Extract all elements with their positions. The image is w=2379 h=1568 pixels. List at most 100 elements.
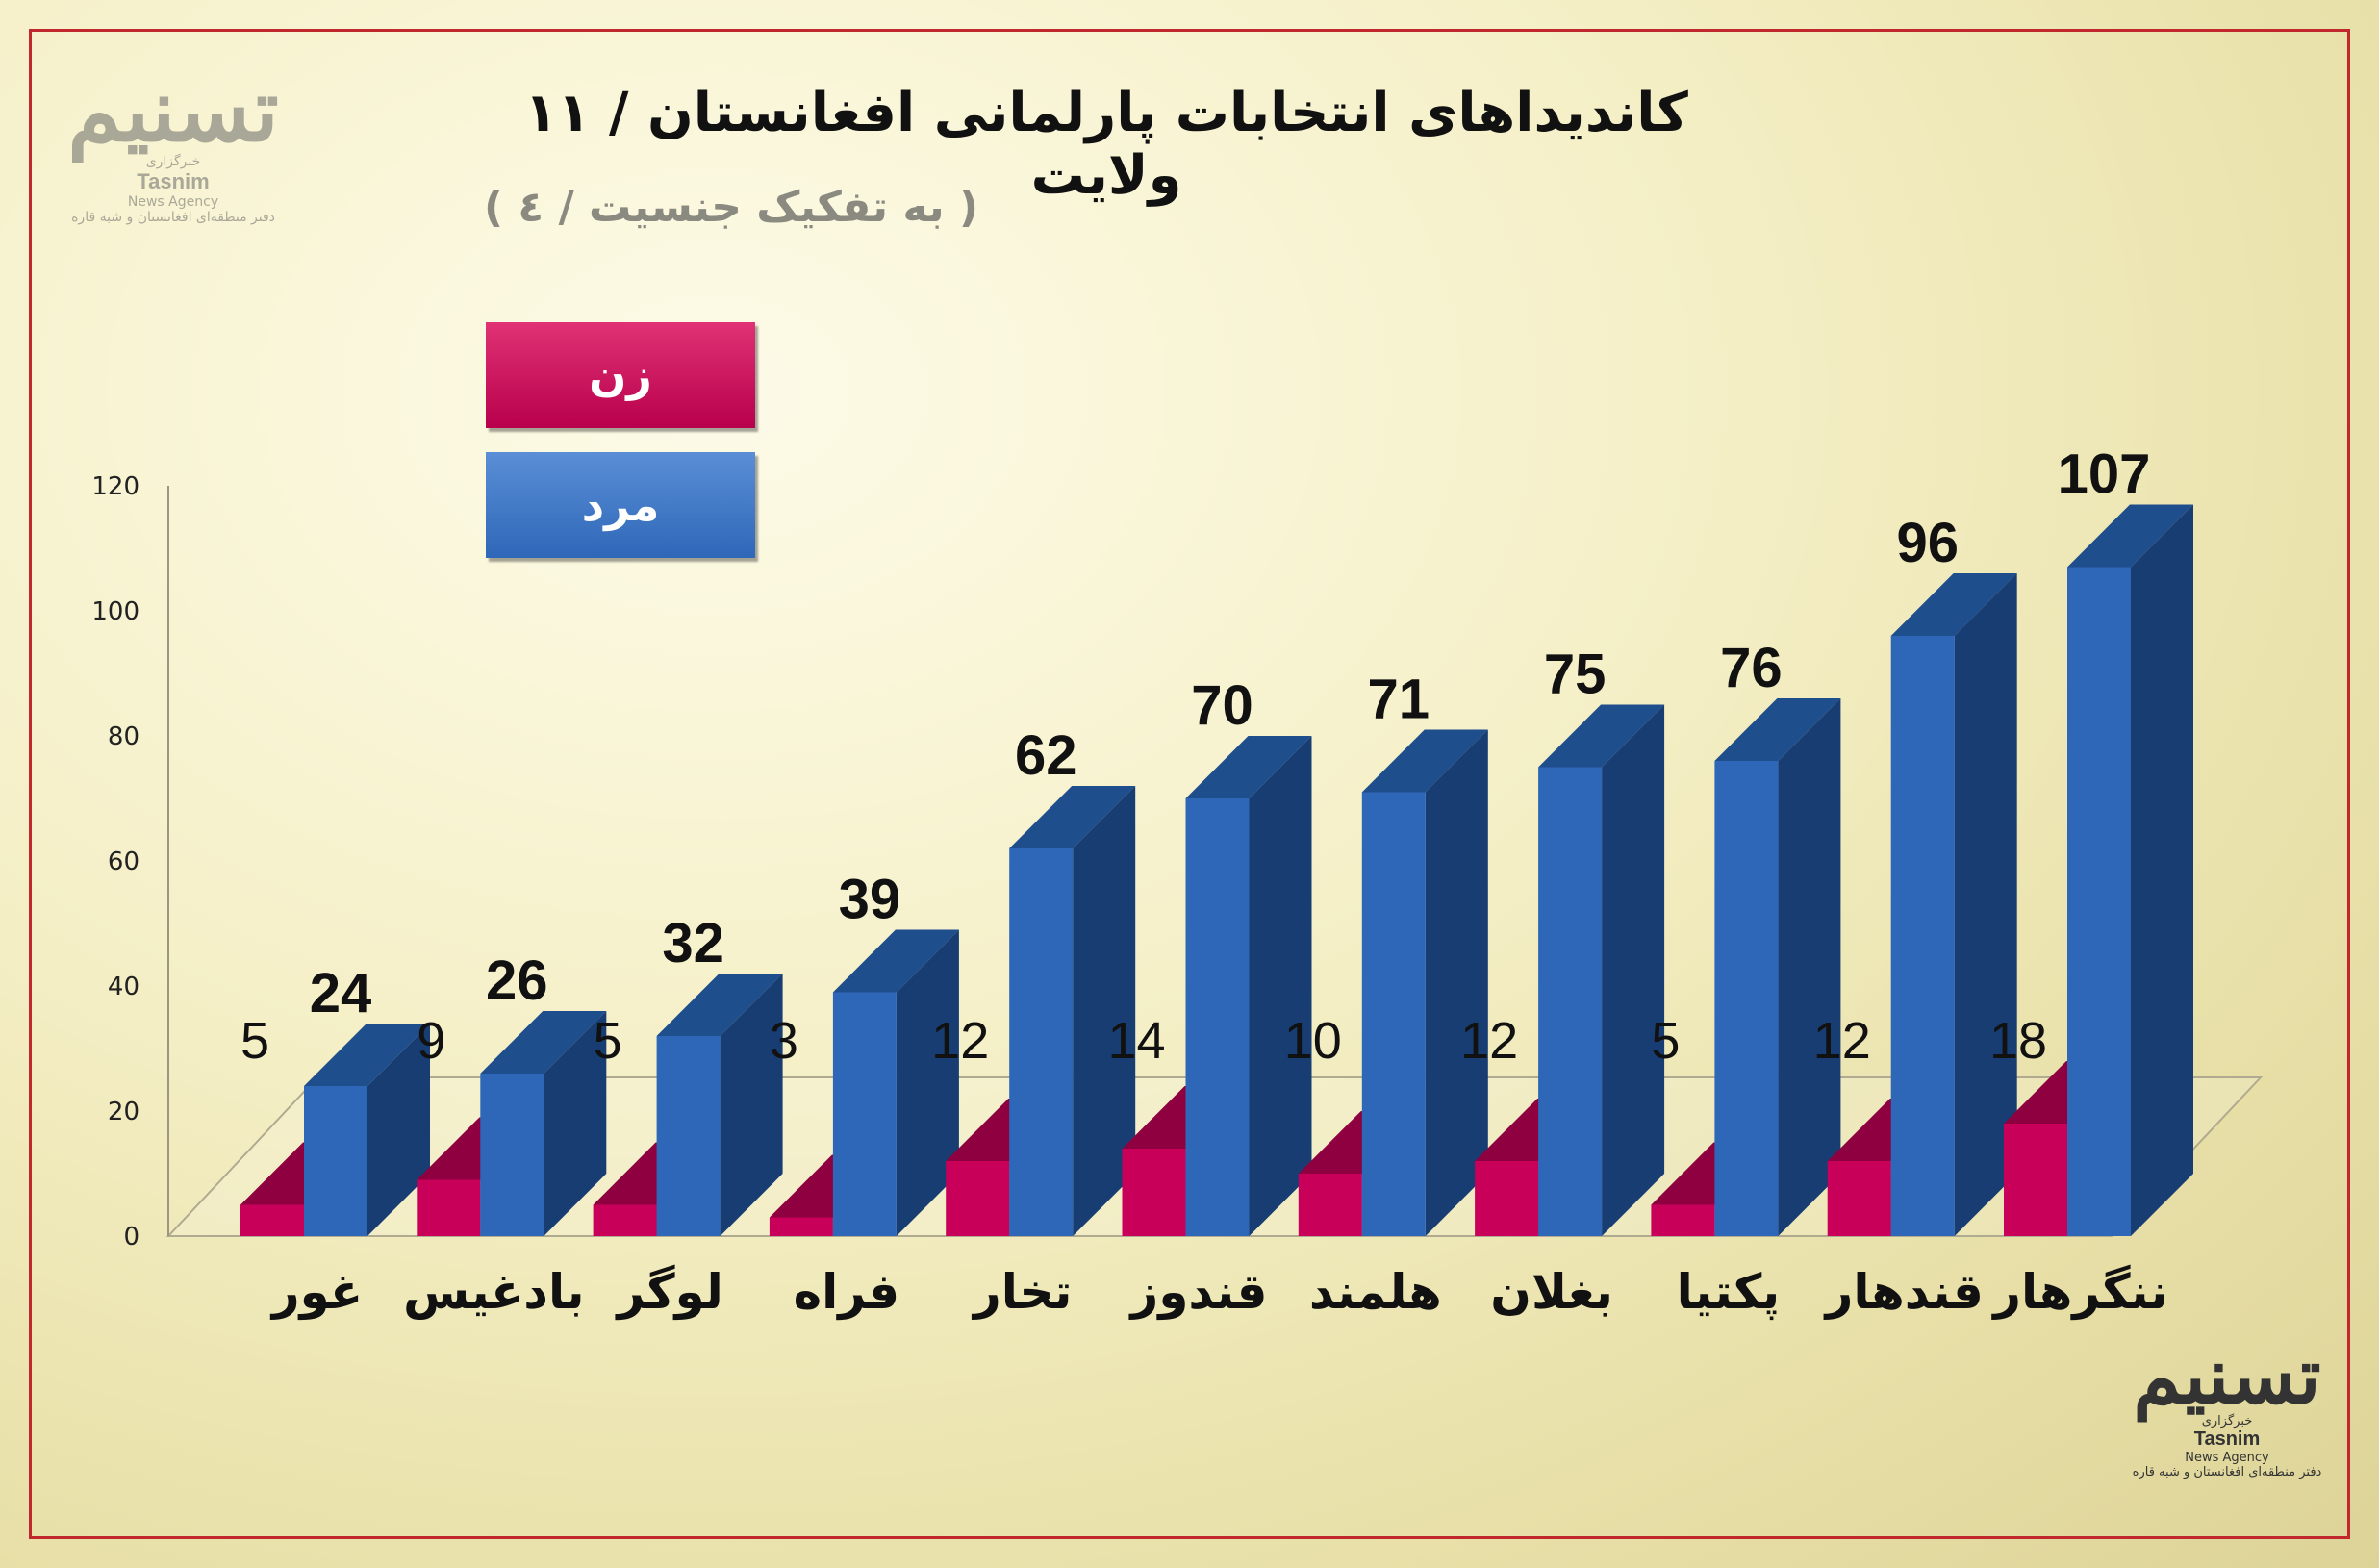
bar-male-side <box>1073 786 1136 1236</box>
tasnim-logo-bottom: تسنیم خبرگزاری Tasnim News Agency دفتر م… <box>2131 1337 2323 1479</box>
legend-male: مرد <box>486 452 755 558</box>
tasnim-logo-mark: تسنیم <box>2133 1330 2321 1421</box>
data-label-female: 3 <box>770 1012 798 1070</box>
bar-female <box>1475 1161 1539 1236</box>
tasnim-logo-en: Tasnim <box>137 169 210 193</box>
bar-male-top <box>1361 729 1488 793</box>
bar-male-top <box>2067 504 2193 568</box>
data-label-female: 5 <box>594 1012 622 1070</box>
data-label-male: 96 <box>1896 512 1959 574</box>
bar-female <box>417 1179 481 1236</box>
bar-female <box>1122 1149 1186 1236</box>
y-tick-label: 120 <box>91 472 139 501</box>
x-tick-label: غور <box>269 1264 363 1321</box>
data-label-male: 71 <box>1368 669 1430 731</box>
bar-male-top <box>1714 698 1841 761</box>
data-label-female: 5 <box>240 1012 269 1070</box>
bar-male <box>1890 636 1955 1236</box>
data-label-female: 5 <box>1651 1012 1680 1070</box>
tasnim-logo-tag: دفتر منطقه‌ای افغانستان و شبه قاره <box>71 210 275 225</box>
x-tick-label: لوگر <box>614 1264 722 1321</box>
bar-male-side <box>2131 504 2193 1236</box>
tasnim-logo-top: تسنیم خبرگزاری Tasnim News Agency دفتر م… <box>67 67 279 225</box>
x-tick-label: فراه <box>794 1264 900 1321</box>
bar-male-side <box>1778 698 1841 1236</box>
bar-male <box>304 1086 367 1236</box>
data-label-male: 107 <box>2058 443 2151 506</box>
data-label-female: 18 <box>1989 1012 2047 1070</box>
bar-female <box>769 1217 833 1236</box>
tasnim-logo-tag: دفتر منطقه‌ای افغانستان و شبه قاره <box>2132 1465 2322 1479</box>
bar-female <box>593 1204 657 1236</box>
x-tick-label: تخار <box>971 1264 1072 1320</box>
bar-male-top <box>656 974 783 1036</box>
legend-female: زن <box>486 322 755 428</box>
bar-male-side <box>896 929 959 1236</box>
bar-male-top <box>1185 736 1312 798</box>
x-tick-label: هلمند <box>1309 1264 1442 1320</box>
bar-female <box>240 1204 304 1236</box>
bar-male <box>2067 567 2131 1236</box>
bar-male-side <box>1249 736 1312 1236</box>
tasnim-logo-fa: خبرگزاری <box>2201 1414 2253 1429</box>
bar-male-side <box>544 1011 607 1236</box>
data-label-male: 76 <box>1720 637 1783 699</box>
bar-female <box>946 1161 1010 1236</box>
bar-male-top <box>1538 704 1665 768</box>
x-tick-label: پکتیا <box>1677 1264 1780 1320</box>
tasnim-logo-en2: News Agency <box>2185 1451 2269 1465</box>
data-label-male: 62 <box>1015 724 1077 787</box>
bar-male <box>1009 848 1074 1236</box>
bar-female <box>1651 1204 1715 1236</box>
bar-male <box>1361 792 1426 1236</box>
x-tick-label: قندوز <box>1128 1264 1268 1321</box>
data-label-male: 24 <box>310 962 372 1024</box>
tasnim-logo-en: Tasnim <box>2193 1429 2261 1450</box>
bar-male <box>656 1036 721 1236</box>
y-tick-label: 100 <box>91 597 139 626</box>
data-label-male: 32 <box>662 912 724 974</box>
bar-male-top <box>480 1011 607 1074</box>
data-label-female: 9 <box>417 1012 445 1070</box>
data-label-female: 10 <box>1284 1012 1342 1070</box>
bar-male <box>1185 798 1250 1236</box>
bar-female <box>1827 1161 1891 1236</box>
bar-male-top <box>1009 786 1136 848</box>
bar-male <box>1538 767 1603 1236</box>
bar-male <box>832 992 897 1236</box>
chart-subtitle: ( به تفکیک جنسیت / ٤ ) <box>483 183 979 232</box>
y-tick-label: 80 <box>108 722 139 751</box>
bar-male-side <box>1425 729 1488 1236</box>
tasnim-logo-fa: خبرگزاری <box>145 154 201 169</box>
bar-male <box>1714 761 1779 1236</box>
data-label-female: 12 <box>1460 1012 1518 1070</box>
bar-male-top <box>832 929 959 993</box>
bar-male-top <box>1890 573 2017 636</box>
x-tick-label: بادغیس <box>403 1264 584 1320</box>
data-label-male: 39 <box>839 869 901 931</box>
bar-male-side <box>367 1024 430 1236</box>
y-tick-label: 0 <box>123 1223 139 1252</box>
tasnim-logo-mark: تسنیم <box>67 60 279 162</box>
x-tick-label: ننگرهار <box>1990 1264 2168 1321</box>
bar-male-side <box>1602 704 1665 1236</box>
bar-male-side <box>720 974 783 1236</box>
bar-female <box>1298 1174 1362 1236</box>
tasnim-logo-en2: News Agency <box>127 194 219 210</box>
data-label-male: 70 <box>1191 674 1253 737</box>
bar-female <box>2004 1124 2067 1236</box>
data-label-female: 12 <box>931 1012 989 1070</box>
data-label-male: 26 <box>486 949 548 1012</box>
y-tick-label: 20 <box>108 1098 139 1126</box>
data-label-female: 12 <box>1813 1012 1871 1070</box>
bar-male-top <box>304 1024 430 1086</box>
x-tick-label: بغلان <box>1490 1264 1613 1320</box>
y-tick-label: 40 <box>108 973 139 1001</box>
chart-title: کاندیداهای انتخابات پارلمانی افغانستان /… <box>524 82 1688 207</box>
data-label-female: 14 <box>1107 1012 1165 1070</box>
y-tick-label: 60 <box>108 847 139 876</box>
bar-male <box>480 1074 544 1236</box>
data-label-male: 75 <box>1544 644 1607 706</box>
bar-male-side <box>1954 573 2017 1236</box>
